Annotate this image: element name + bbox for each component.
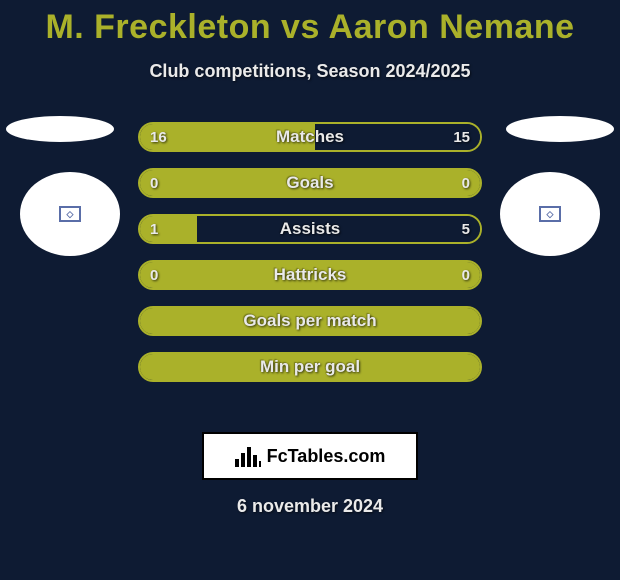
stat-fill-left (140, 170, 480, 196)
stat-row: Assists15 (138, 214, 482, 244)
player-left-ellipse (6, 116, 114, 142)
player-left-badge: ◇ (20, 172, 120, 256)
brand-text: FcTables.com (267, 446, 386, 467)
diamond-icon: ◇ (67, 209, 74, 220)
stat-value-left: 1 (140, 216, 168, 242)
stat-value-right: 0 (452, 170, 480, 196)
stat-row: Matches1615 (138, 122, 482, 152)
subtitle: Club competitions, Season 2024/2025 (0, 61, 620, 82)
stat-value-right: 0 (452, 262, 480, 288)
player-right-badge-inner: ◇ (539, 206, 561, 222)
stat-row: Goals per match (138, 306, 482, 336)
player-right-ellipse (506, 116, 614, 142)
comparison-stage: ◇ ◇ Matches1615Goals00Assists15Hattricks… (0, 122, 620, 422)
player-right-badge: ◇ (500, 172, 600, 256)
stat-fill-left (140, 354, 480, 380)
stat-bars: Matches1615Goals00Assists15Hattricks00Go… (138, 122, 482, 398)
infographic-root: M. Freckleton vs Aaron Nemane Club compe… (0, 0, 620, 580)
stat-row: Min per goal (138, 352, 482, 382)
stat-fill-left (140, 262, 480, 288)
diamond-icon: ◇ (547, 209, 554, 220)
brand-box: FcTables.com (202, 432, 418, 480)
date-line: 6 november 2024 (0, 496, 620, 517)
bar-chart-icon (235, 445, 261, 467)
page-title: M. Freckleton vs Aaron Nemane (0, 0, 620, 47)
player-left-badge-inner: ◇ (59, 206, 81, 222)
stat-value-left: 0 (140, 170, 168, 196)
stat-value-right: 5 (452, 216, 480, 242)
stat-value-left: 16 (140, 124, 177, 150)
stat-fill-right (197, 216, 480, 242)
stat-fill-left (140, 308, 480, 334)
stat-value-left: 0 (140, 262, 168, 288)
stat-value-right: 15 (443, 124, 480, 150)
stat-row: Hattricks00 (138, 260, 482, 290)
stat-row: Goals00 (138, 168, 482, 198)
